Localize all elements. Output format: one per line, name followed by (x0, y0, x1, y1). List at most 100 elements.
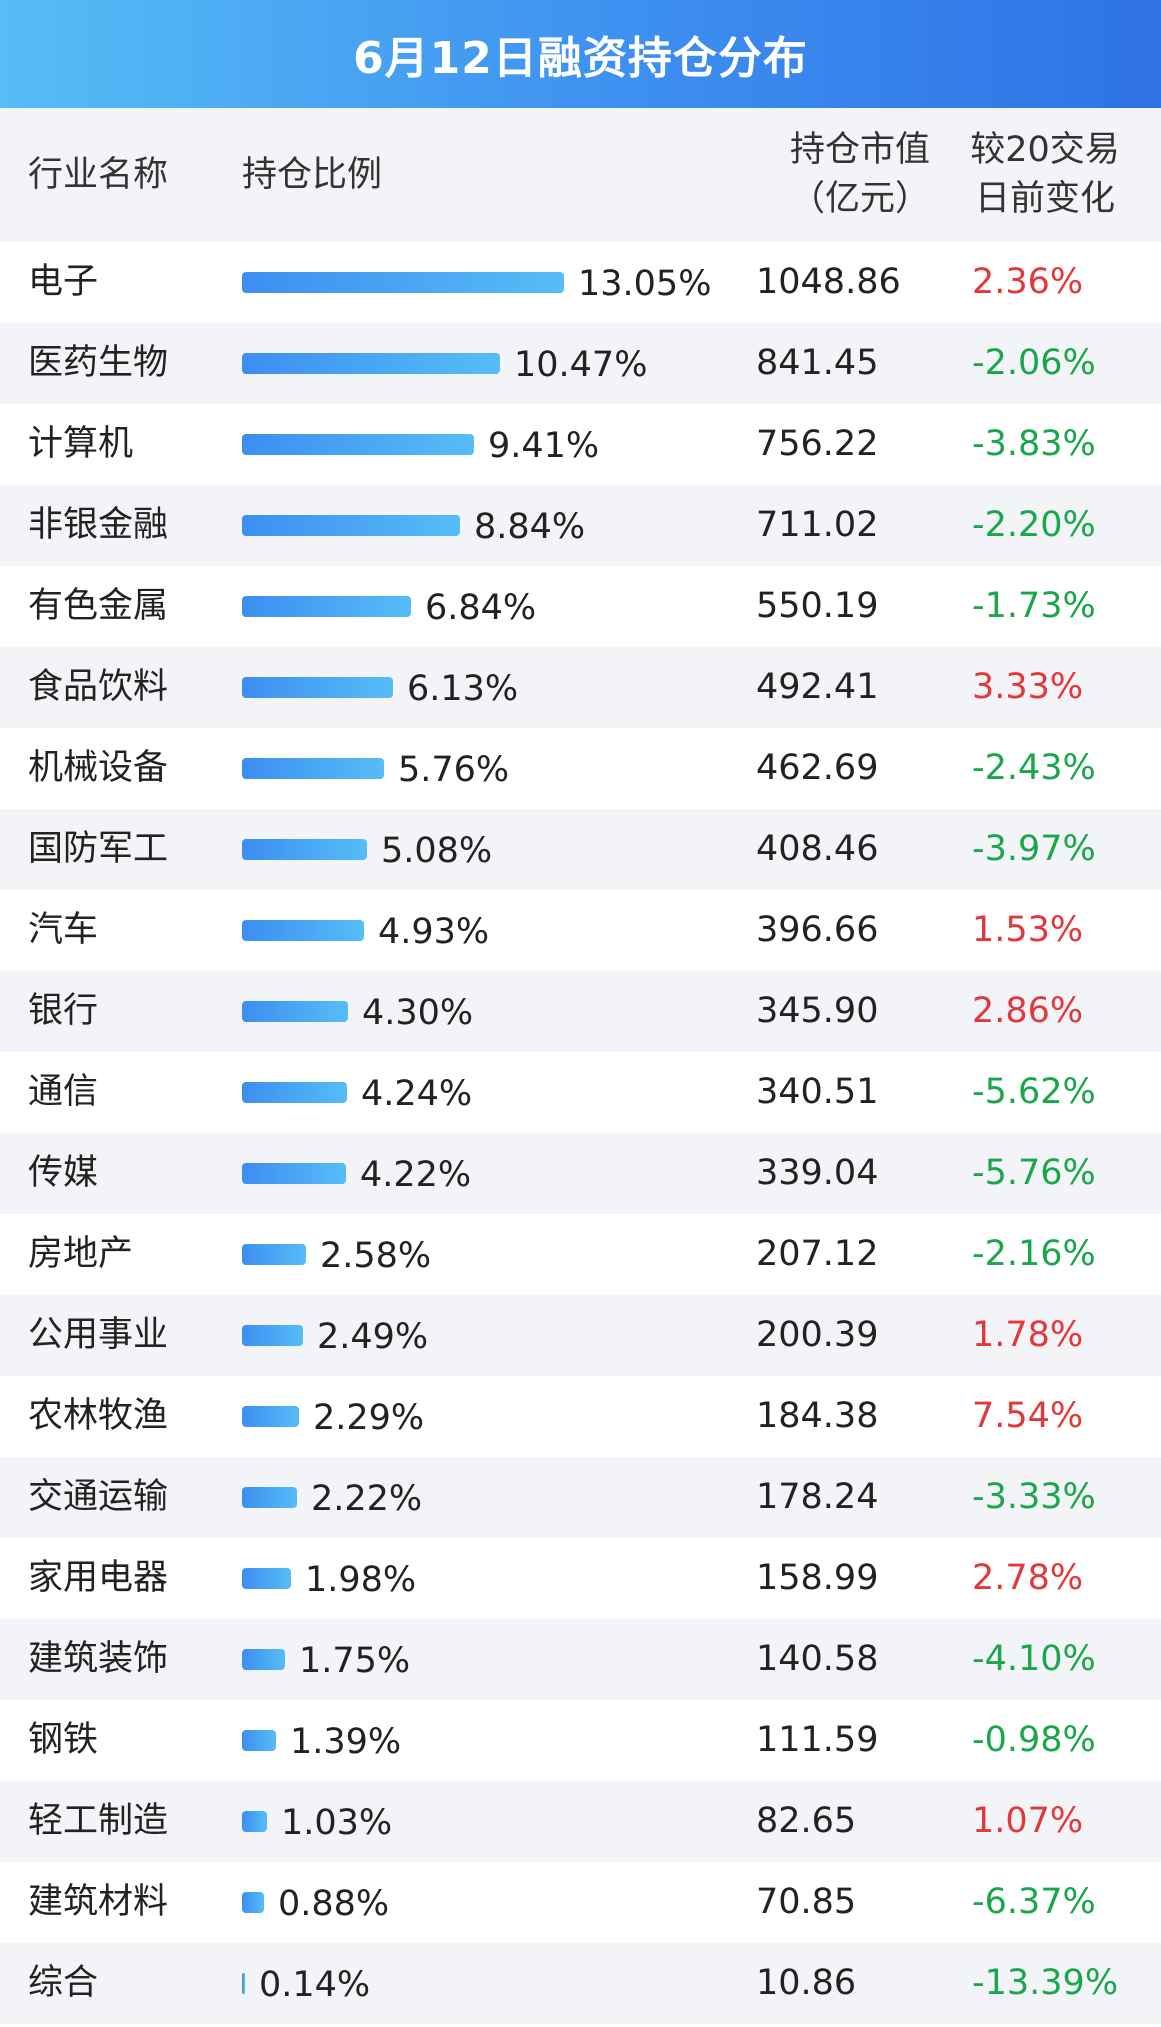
share-label: 4.22% (360, 1155, 472, 1195)
table-row: 农林牧渔 2.29% 184.38 7.54% (0, 1376, 1161, 1457)
share-bar (242, 1325, 303, 1346)
table-row: 电子 13.05% 1048.86 2.36% (0, 242, 1161, 323)
change-value: -2.20% (972, 505, 1096, 545)
market-value: 756.22 (756, 424, 879, 464)
table-row: 医药生物 10.47% 841.45 -2.06% (0, 323, 1161, 404)
change-value: 7.54% (972, 1396, 1084, 1436)
market-value: 70.85 (756, 1882, 857, 1922)
industry-name: 有色金属 (28, 586, 169, 626)
market-value: 345.90 (756, 991, 879, 1031)
share-bar (242, 1973, 245, 1994)
change-value: -0.98% (972, 1720, 1096, 1760)
industry-name: 综合 (28, 1963, 99, 2003)
market-value: 111.59 (756, 1720, 879, 1760)
share-bar (242, 1244, 306, 1265)
market-value: 158.99 (756, 1558, 879, 1598)
industry-name: 国防军工 (28, 829, 169, 869)
share-label: 13.05% (578, 264, 712, 304)
share-bar (242, 596, 411, 617)
table-row: 房地产 2.58% 207.12 -2.16% (0, 1214, 1161, 1295)
share-label: 9.41% (488, 426, 600, 466)
table-row: 有色金属 6.84% 550.19 -1.73% (0, 566, 1161, 647)
table-row: 综合 0.14% 10.86 -13.39% (0, 1943, 1161, 2024)
share-label: 10.47% (514, 345, 648, 385)
industry-name: 银行 (28, 991, 99, 1031)
header-value-line1: 持仓市值 (789, 130, 930, 170)
industry-name: 轻工制造 (28, 1801, 169, 1841)
table-row: 轻工制造 1.03% 82.65 1.07% (0, 1781, 1161, 1862)
industry-name: 公用事业 (28, 1315, 169, 1355)
share-label: 5.08% (381, 831, 493, 871)
share-bar (242, 1892, 264, 1913)
table-row: 钢铁 1.39% 111.59 -0.98% (0, 1700, 1161, 1781)
share-bar (242, 920, 364, 941)
change-value: 1.53% (972, 910, 1084, 950)
industry-name: 家用电器 (28, 1558, 169, 1598)
share-label: 2.49% (317, 1317, 429, 1357)
industry-name: 医药生物 (28, 343, 169, 383)
header-change: 较20交易 日前变化 (950, 108, 1140, 242)
industry-name: 计算机 (28, 424, 134, 464)
change-value: -2.06% (972, 343, 1096, 383)
industry-name: 交通运输 (28, 1477, 169, 1517)
change-value: 3.33% (972, 667, 1084, 707)
change-value: -2.43% (972, 748, 1096, 788)
industry-name: 房地产 (28, 1234, 134, 1274)
market-value: 711.02 (756, 505, 879, 545)
share-label: 1.39% (290, 1722, 402, 1762)
market-value: 200.39 (756, 1315, 879, 1355)
table-row: 计算机 9.41% 756.22 -3.83% (0, 404, 1161, 485)
industry-name: 汽车 (28, 910, 99, 950)
industry-name: 农林牧渔 (28, 1396, 169, 1436)
share-label: 2.29% (313, 1398, 425, 1438)
industry-name: 建筑装饰 (28, 1639, 169, 1679)
change-value: 1.78% (972, 1315, 1084, 1355)
share-label: 1.75% (299, 1641, 411, 1681)
share-label: 0.88% (278, 1884, 390, 1924)
market-value: 207.12 (756, 1234, 879, 1274)
header-value: 持仓市值 （亿元） (720, 108, 930, 242)
change-value: -13.39% (972, 1963, 1119, 2003)
market-value: 396.66 (756, 910, 879, 950)
share-bar (242, 1082, 347, 1103)
table-row: 汽车 4.93% 396.66 1.53% (0, 890, 1161, 971)
share-label: 4.93% (378, 912, 490, 952)
header-share: 持仓比例 (242, 154, 383, 195)
share-label: 6.13% (407, 669, 519, 709)
industry-name: 通信 (28, 1072, 99, 1112)
share-bar (242, 1487, 297, 1508)
share-bar (242, 677, 393, 698)
table-row: 交通运输 2.22% 178.24 -3.33% (0, 1457, 1161, 1538)
header-value-line2: （亿元） (789, 179, 930, 219)
change-value: -6.37% (972, 1882, 1096, 1922)
share-bar (242, 515, 460, 536)
industry-name: 传媒 (28, 1153, 99, 1193)
market-value: 340.51 (756, 1072, 879, 1112)
share-label: 6.84% (425, 588, 537, 628)
change-value: 2.86% (972, 991, 1084, 1031)
change-value: -4.10% (972, 1639, 1096, 1679)
header-change-line1: 较20交易 (970, 130, 1120, 170)
share-label: 2.22% (311, 1479, 423, 1519)
share-label: 1.98% (305, 1560, 417, 1600)
change-value: -1.73% (972, 586, 1096, 626)
table-row: 公用事业 2.49% 200.39 1.78% (0, 1295, 1161, 1376)
change-value: -5.62% (972, 1072, 1096, 1112)
header-industry: 行业名称 (28, 154, 169, 195)
industry-name: 机械设备 (28, 748, 169, 788)
industry-name: 电子 (28, 262, 99, 302)
table-row: 国防军工 5.08% 408.46 -3.97% (0, 809, 1161, 890)
market-value: 1048.86 (756, 262, 901, 302)
header-change-line2: 日前变化 (974, 179, 1115, 219)
share-label: 5.76% (398, 750, 510, 790)
table-header: 行业名称 持仓比例 持仓市值 （亿元） 较20交易 日前变化 (0, 108, 1161, 242)
share-bar (242, 1811, 267, 1832)
industry-name: 食品饮料 (28, 667, 169, 707)
market-value: 492.41 (756, 667, 879, 707)
change-value: 2.36% (972, 262, 1084, 302)
share-bar (242, 839, 367, 860)
page-title: 6月12日融资持仓分布 (353, 33, 808, 84)
share-label: 8.84% (474, 507, 586, 547)
share-label: 0.14% (259, 1965, 371, 2005)
table-row: 非银金融 8.84% 711.02 -2.20% (0, 485, 1161, 566)
